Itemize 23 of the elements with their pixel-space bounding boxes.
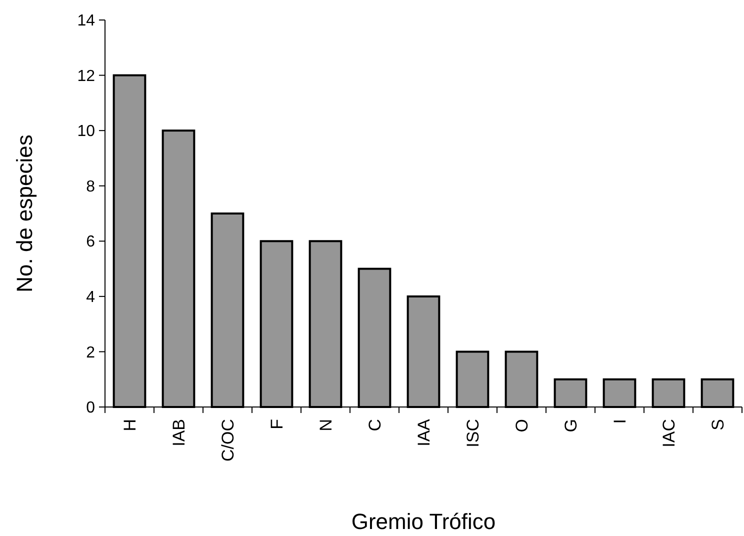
y-tick-label: 12 (77, 68, 96, 85)
x-tick-label: IAA (414, 418, 434, 446)
x-axis-title: Gremio Trófico (351, 509, 496, 534)
x-tick-label: S (708, 419, 728, 430)
y-axis-title: No. de especies (12, 134, 37, 292)
x-tick-label: N (316, 419, 336, 432)
y-tick-label: 6 (86, 234, 96, 251)
x-tick-label: F (267, 419, 286, 430)
y-tick-label: 0 (86, 400, 96, 417)
x-tick-label: IAB (169, 419, 188, 446)
y-tick-label: 14 (77, 12, 96, 30)
x-tick-label: G (561, 419, 580, 432)
y-tick-label: 8 (86, 178, 96, 196)
x-tick-label: C/OC (218, 419, 238, 462)
y-tick-label: 2 (86, 344, 96, 362)
x-tick-label: H (120, 419, 140, 432)
y-tick-label: 4 (86, 289, 96, 306)
x-tick-label: I (610, 419, 630, 424)
x-tick-label: IAC (659, 419, 678, 448)
x-tick-label: C (365, 419, 384, 432)
x-tick-label: ISC (463, 419, 482, 448)
y-tick-label: 10 (77, 123, 96, 140)
x-tick-label: O (512, 419, 532, 432)
